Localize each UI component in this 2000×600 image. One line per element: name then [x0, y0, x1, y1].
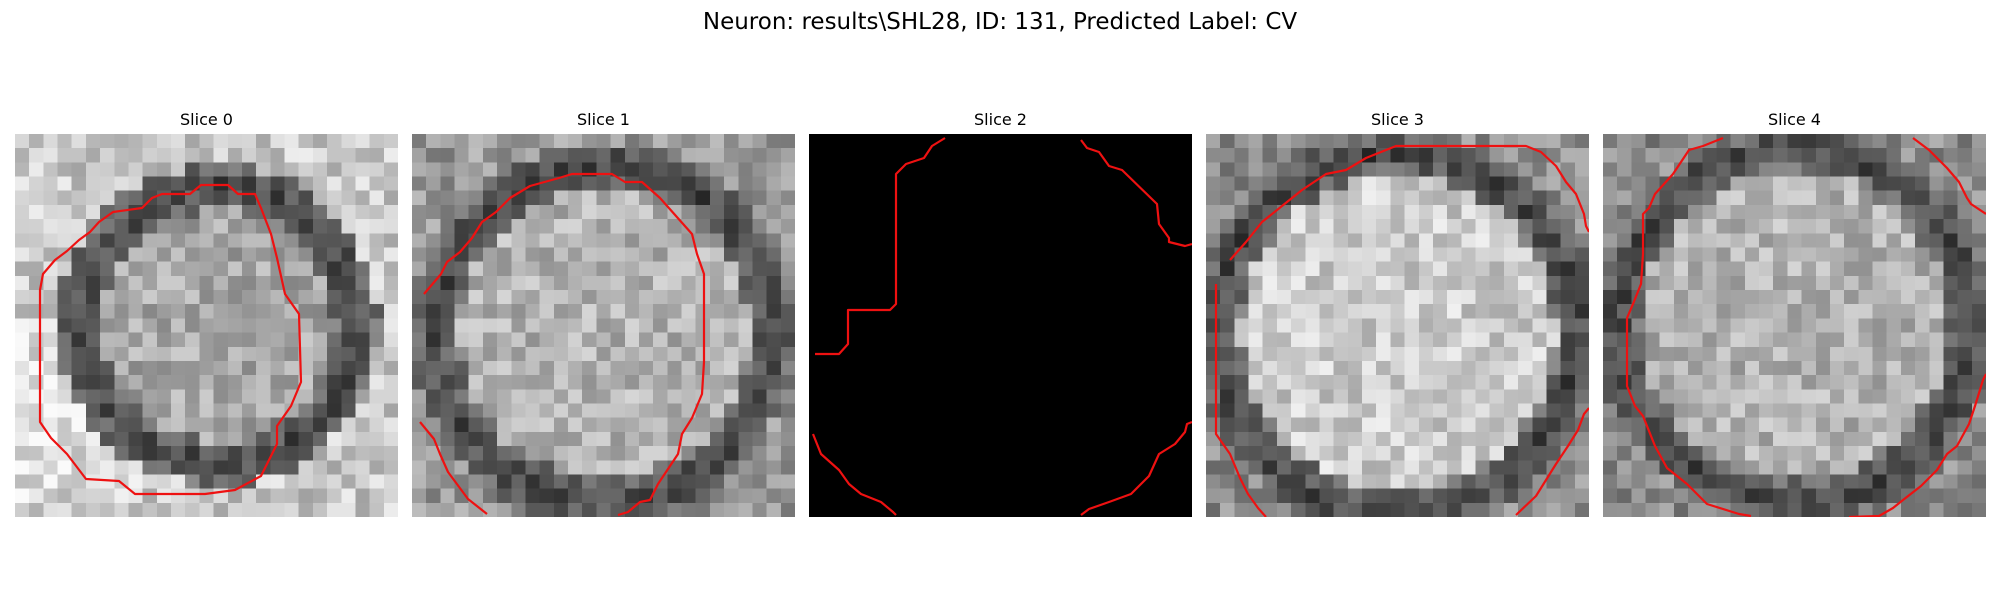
- contour-line-1: [419, 421, 488, 515]
- contour-line-1: [1912, 137, 1986, 215]
- contour-line-2: [1848, 373, 1986, 517]
- contour-line-0: [423, 172, 706, 517]
- slice-image-1: [412, 134, 795, 517]
- slice-pixels: [412, 134, 795, 517]
- slice-title-1: Slice 1: [577, 110, 630, 129]
- slice-title-0: Slice 0: [180, 110, 233, 129]
- contour-line-1: [1080, 139, 1192, 248]
- contour-line-0: [815, 137, 946, 356]
- contour-line-2: [811, 433, 897, 516]
- contour-line-3: [1080, 420, 1192, 516]
- slice-pixels: [15, 134, 398, 517]
- slice-image-0: [15, 134, 398, 517]
- slice-title-4: Slice 4: [1768, 110, 1821, 129]
- slice-title-2: Slice 2: [974, 110, 1027, 129]
- contour-line-0: [1625, 136, 1752, 517]
- slice-image-2: [809, 134, 1192, 517]
- contour-line-1: [1214, 284, 1267, 517]
- slice-background: [809, 134, 1192, 517]
- figure-title: Neuron: results\SHL28, ID: 131, Predicte…: [702, 9, 1298, 35]
- slice-image-4: [1603, 134, 1986, 517]
- slice-pixels: [1206, 134, 1589, 517]
- contour-line-2: [1515, 407, 1589, 516]
- slice-pixels: [1603, 134, 1986, 517]
- contour-line-0: [38, 183, 303, 496]
- slice-image-3: [1206, 134, 1589, 517]
- contour-line-0: [1229, 144, 1589, 261]
- slice-title-3: Slice 3: [1371, 110, 1424, 129]
